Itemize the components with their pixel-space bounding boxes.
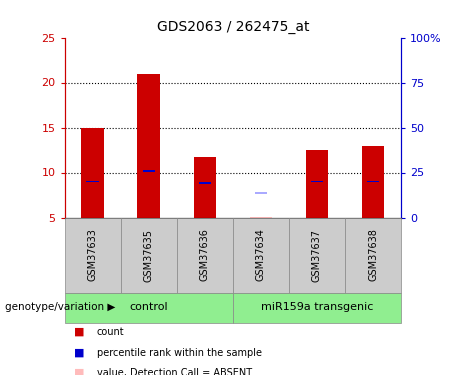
Bar — [142, 170, 155, 172]
Bar — [86, 180, 99, 183]
Bar — [367, 180, 379, 183]
Bar — [254, 192, 267, 194]
Bar — [311, 180, 323, 183]
Bar — [362, 146, 384, 218]
Text: GSM37633: GSM37633 — [88, 228, 98, 281]
Text: ■: ■ — [74, 327, 84, 337]
Text: GSM37638: GSM37638 — [368, 228, 378, 281]
Text: control: control — [130, 303, 168, 312]
Text: GSM37636: GSM37636 — [200, 228, 210, 281]
Bar — [137, 74, 160, 217]
Text: GSM37635: GSM37635 — [144, 228, 154, 282]
Bar — [306, 150, 328, 217]
Bar — [199, 182, 211, 184]
Text: count: count — [97, 327, 124, 337]
Text: genotype/variation ▶: genotype/variation ▶ — [5, 303, 115, 312]
Title: GDS2063 / 262475_at: GDS2063 / 262475_at — [157, 20, 309, 34]
Text: miR159a transgenic: miR159a transgenic — [261, 303, 373, 312]
Text: ■: ■ — [74, 348, 84, 357]
Text: value, Detection Call = ABSENT: value, Detection Call = ABSENT — [97, 368, 252, 375]
Text: GSM37634: GSM37634 — [256, 228, 266, 281]
Text: percentile rank within the sample: percentile rank within the sample — [97, 348, 262, 357]
Text: ■: ■ — [74, 368, 84, 375]
Bar — [194, 157, 216, 218]
Text: GSM37637: GSM37637 — [312, 228, 322, 282]
Bar — [82, 128, 104, 218]
